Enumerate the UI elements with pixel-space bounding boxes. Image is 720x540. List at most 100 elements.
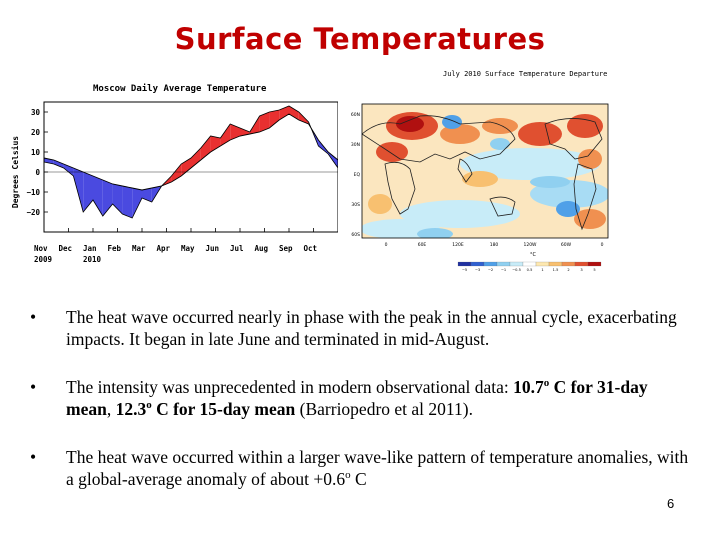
bullet-2-separator: , xyxy=(106,399,116,419)
moscow-x-tick-label: Feb xyxy=(108,244,122,253)
bullet-intensity: • The intensity was unprecedented in mod… xyxy=(30,376,690,420)
map-latitude-ticks: 60N 30N EQ 30S 60S xyxy=(351,112,361,238)
anomaly-warm-segment xyxy=(210,136,221,152)
map-lon-label: 0 xyxy=(601,242,604,248)
moscow-x-tick-label: Nov xyxy=(34,244,48,253)
bullet-2-citation: (Barriopedro et al 2011). xyxy=(295,399,473,419)
colorbar-swatch xyxy=(574,261,589,267)
observed-temperature-line xyxy=(43,105,338,219)
colorbar-tick-label: −0.5 xyxy=(512,268,521,272)
anomaly-cold-segment xyxy=(132,188,142,218)
map-colorbar: −5 −3 −2 −1 −0.5 0.5 1 1.5 2 3 5 xyxy=(457,261,602,272)
anomaly-warm-segment xyxy=(171,164,182,182)
colorbar-label: °C xyxy=(530,252,537,258)
moscow-x-tick-label: Sep xyxy=(279,244,293,253)
bullet-3-text-a: The heat wave occurred within a larger w… xyxy=(66,447,689,489)
map-lat-label: 30S xyxy=(351,202,360,208)
map-lat-label: 30N xyxy=(351,142,360,148)
bullet-2-value-31day: 10.7 xyxy=(513,377,544,397)
anomaly-cold-segment xyxy=(102,180,113,216)
anomaly-cold-segment xyxy=(53,160,64,168)
bullet-wave-pattern: • The heat wave occurred within a larger… xyxy=(30,446,690,490)
moscow-y-tick-label: 30 xyxy=(31,108,41,117)
colorbar-tick-label: 5 xyxy=(593,268,595,272)
bullet-2-15day-label: C for 15-day mean xyxy=(151,399,296,419)
map-lon-label: 120E xyxy=(452,242,464,248)
moscow-x-tick-label: Apr xyxy=(157,244,171,253)
map-longitude-ticks: 0 60E 120E 180 120W 60W 0 xyxy=(385,242,604,248)
colorbar-tick-label: 1.5 xyxy=(553,268,559,272)
colorbar-swatch xyxy=(587,261,602,267)
colorbar-swatch xyxy=(457,261,472,267)
bullet-list: • The heat wave occurred nearly in phase… xyxy=(30,306,690,490)
moscow-x-tick-label: Jul xyxy=(230,244,244,253)
map-lon-label: 60E xyxy=(418,242,427,248)
map-lat-label: 60N xyxy=(351,112,360,118)
anomaly-cold-segment xyxy=(83,172,93,212)
page-number: 6 xyxy=(667,496,675,511)
moscow-x-tick-label: Jun xyxy=(206,244,220,253)
bullet-2-degree-1: o xyxy=(543,377,550,390)
colorbar-tick-label: 3 xyxy=(580,268,582,272)
bullet-dot: • xyxy=(30,307,37,327)
moscow-year-2010: 2010 xyxy=(83,255,102,264)
bullet-3-text-b: C xyxy=(350,469,367,489)
map-lon-label: 60W xyxy=(561,242,572,248)
map-lat-label: 60S xyxy=(351,232,360,238)
moscow-temperature-chart: Moscow Daily Average Temperature Degrees… xyxy=(10,83,338,264)
map-heatmap xyxy=(362,104,608,238)
colorbar-tick-label: 0.5 xyxy=(527,268,533,272)
map-title: July 2010 Surface Temperature Departure xyxy=(443,70,607,78)
anomaly-warm-segment xyxy=(230,124,240,140)
colorbar-tick-label: −1 xyxy=(501,268,506,272)
colorbar-tick-label: −3 xyxy=(475,268,480,272)
colorbar-swatch xyxy=(522,261,537,267)
bullet-dot: • xyxy=(30,377,37,397)
moscow-x-tick-label: Oct xyxy=(304,244,318,253)
map-lon-label: 180 xyxy=(490,242,499,248)
anomaly-warm-segment xyxy=(240,128,250,136)
moscow-y-tick-label: 0 xyxy=(35,168,40,177)
colorbar-swatch xyxy=(535,261,550,267)
colorbar-tick-label: −5 xyxy=(462,268,467,272)
moscow-year-2009: 2009 xyxy=(34,255,53,264)
anomaly-warm-segment xyxy=(181,158,191,176)
anomaly-warm-segment xyxy=(200,136,211,160)
anomaly-cold-segment xyxy=(93,176,103,216)
bullet-3-degree: o xyxy=(345,469,351,482)
moscow-y-tick-label: −10 xyxy=(26,188,40,197)
moscow-plot-area xyxy=(43,105,338,219)
moscow-chart-ylabel: Degrees Celsius xyxy=(10,136,20,208)
colorbar-tick-label: −2 xyxy=(488,268,493,272)
bullet-2-degree-2: o xyxy=(146,399,152,412)
colorbar-tick-label: 1 xyxy=(541,268,543,272)
slide-title: Surface Temperatures xyxy=(174,22,546,56)
colorbar-swatch xyxy=(483,261,498,267)
anomaly-warm-segment xyxy=(220,124,231,146)
moscow-y-ticks: 30 20 10 0 −10 −20 xyxy=(26,108,48,217)
colorbar-swatch xyxy=(509,261,524,267)
anomaly-warm-segment xyxy=(191,148,201,168)
bullet-1-text: The heat wave occurred nearly in phase w… xyxy=(66,307,677,349)
bullet-dot: • xyxy=(30,447,37,467)
anomaly-cold-segment xyxy=(122,186,133,218)
map-frame xyxy=(361,103,609,239)
colorbar-swatch xyxy=(470,261,485,267)
anomaly-warm-segment xyxy=(259,112,270,132)
colorbar-swatch xyxy=(561,261,576,267)
map-lon-label: 120W xyxy=(523,242,537,248)
anomaly-warm-segment xyxy=(289,106,299,120)
bullet-heatwave-phase: • The heat wave occurred nearly in phase… xyxy=(30,306,690,350)
moscow-x-tick-label: Dec xyxy=(59,244,73,253)
bullet-2-text-a: The intensity was unprecedented in moder… xyxy=(66,377,514,397)
moscow-x-tick-label: Aug xyxy=(255,244,269,253)
colorbar-tick-label: 2 xyxy=(567,268,569,272)
moscow-x-tick-label: Mar xyxy=(132,244,146,253)
anomaly-warm-segment xyxy=(269,110,280,128)
climatology-line xyxy=(43,113,338,191)
surface-temperature-departure-map: July 2010 Surface Temperature Departure xyxy=(351,70,609,272)
moscow-x-tick-label: Jan xyxy=(83,244,97,253)
bullet-2-31day-label: C for 31-day mean xyxy=(66,377,648,419)
colorbar-swatch xyxy=(496,261,511,267)
moscow-x-tick-label: May xyxy=(181,244,195,253)
